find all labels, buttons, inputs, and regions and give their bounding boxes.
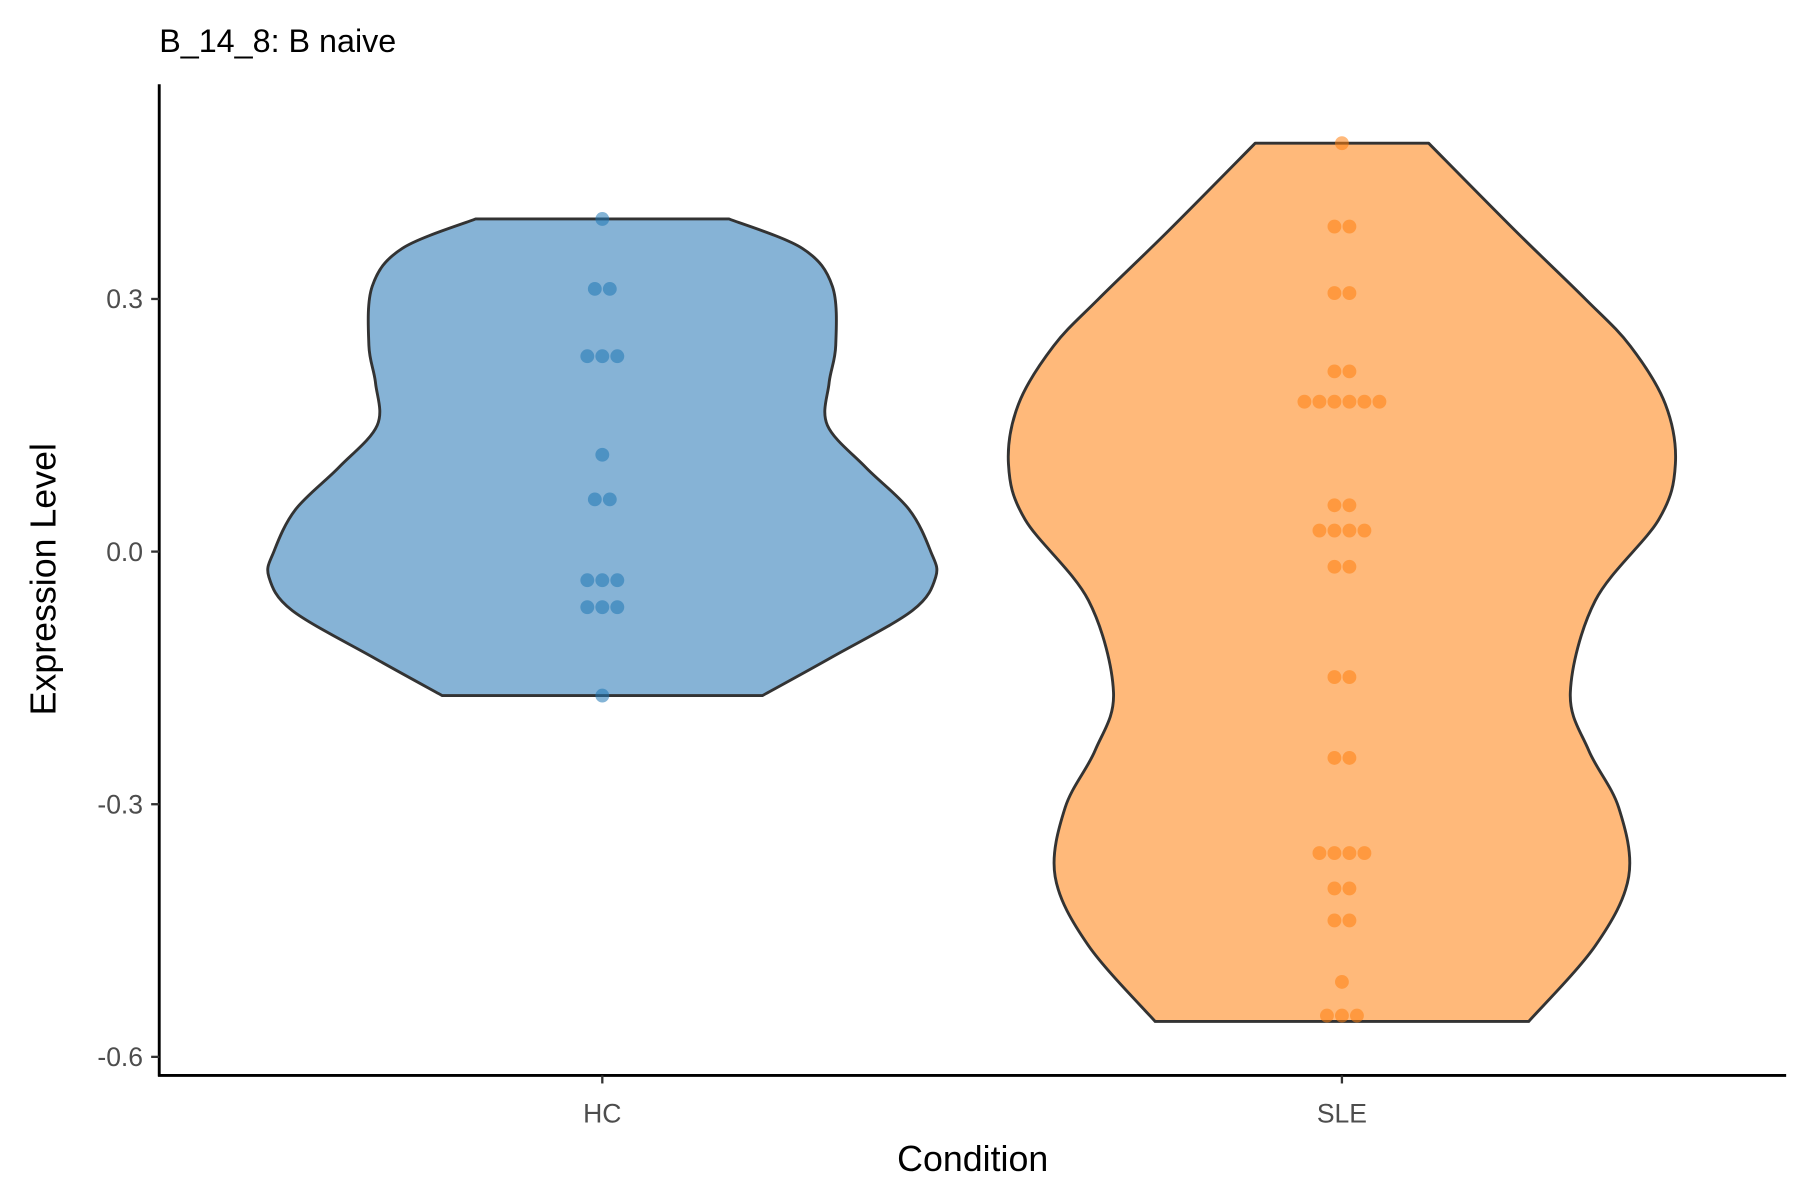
data-point-sle: [1350, 1008, 1364, 1023]
data-point-sle: [1327, 670, 1342, 684]
data-point-sle: [1327, 523, 1342, 538]
data-point-sle: [1357, 846, 1372, 860]
data-point-sle: [1327, 750, 1342, 765]
data-point-sle: [1372, 394, 1387, 409]
data-point-hc: [610, 349, 625, 364]
data-point-hc: [580, 600, 595, 615]
data-point-sle: [1327, 913, 1342, 928]
data-point-sle: [1357, 523, 1372, 538]
data-point-hc: [610, 600, 625, 615]
data-point-sle: [1327, 286, 1342, 300]
data-point-sle: [1335, 1008, 1349, 1023]
data-point-sle: [1327, 846, 1342, 860]
y-tick-label: -0.3: [97, 789, 143, 819]
x-tick-label: HC: [583, 1099, 621, 1129]
points: [580, 136, 1387, 1023]
data-point-sle: [1312, 846, 1327, 860]
data-point-sle: [1342, 498, 1357, 513]
data-point-sle: [1327, 559, 1342, 574]
data-point-sle: [1312, 394, 1327, 409]
data-point-hc: [580, 573, 595, 588]
data-point-sle: [1327, 219, 1342, 234]
data-point-sle: [1342, 913, 1357, 928]
y-tick-label: 0.3: [106, 284, 143, 314]
data-point-sle: [1342, 750, 1357, 765]
data-point-hc: [595, 349, 610, 364]
chart-title: B_14_8: B naive: [159, 23, 396, 59]
data-point-sle: [1327, 498, 1342, 513]
data-point-sle: [1357, 394, 1372, 409]
data-point-hc: [595, 573, 610, 588]
y-axis-title: Expression Level: [23, 443, 63, 715]
data-point-hc: [580, 349, 595, 364]
data-point-sle: [1327, 394, 1342, 409]
data-point-sle: [1342, 670, 1357, 684]
y-tick-label: -0.6: [97, 1042, 143, 1072]
violin-sle: [1006, 141, 1678, 1023]
data-point-sle: [1297, 394, 1312, 409]
data-point-sle: [1342, 881, 1357, 896]
data-point-sle: [1312, 523, 1327, 538]
data-point-hc: [602, 281, 617, 296]
data-point-hc: [587, 281, 602, 296]
data-point-sle: [1320, 1008, 1334, 1023]
data-point-hc: [602, 492, 617, 507]
y-ticks: 0.3 0.0 -0.3 -0.6: [97, 284, 160, 1072]
y-tick-label: 0.0: [106, 537, 143, 567]
data-point-sle: [1342, 286, 1357, 300]
data-point-hc: [610, 573, 625, 588]
data-point-hc: [587, 492, 602, 507]
data-point-sle: [1342, 219, 1357, 234]
data-point-hc: [595, 600, 610, 615]
data-point-sle: [1342, 523, 1357, 538]
x-ticks: HC SLE: [583, 1075, 1367, 1129]
x-axis-title: Condition: [897, 1139, 1048, 1179]
data-point-sle: [1327, 881, 1342, 896]
data-point-sle: [1327, 364, 1342, 379]
data-point-sle: [1335, 974, 1349, 989]
data-point-hc: [595, 688, 610, 703]
data-point-sle: [1342, 364, 1357, 379]
data-point-sle: [1335, 136, 1349, 151]
data-point-sle: [1342, 559, 1357, 574]
data-point-hc: [595, 447, 610, 462]
violins: [266, 141, 1678, 1023]
x-tick-label: SLE: [1317, 1099, 1367, 1129]
data-point-sle: [1342, 846, 1357, 860]
data-point-sle: [1342, 394, 1357, 409]
data-point-hc: [595, 212, 610, 226]
